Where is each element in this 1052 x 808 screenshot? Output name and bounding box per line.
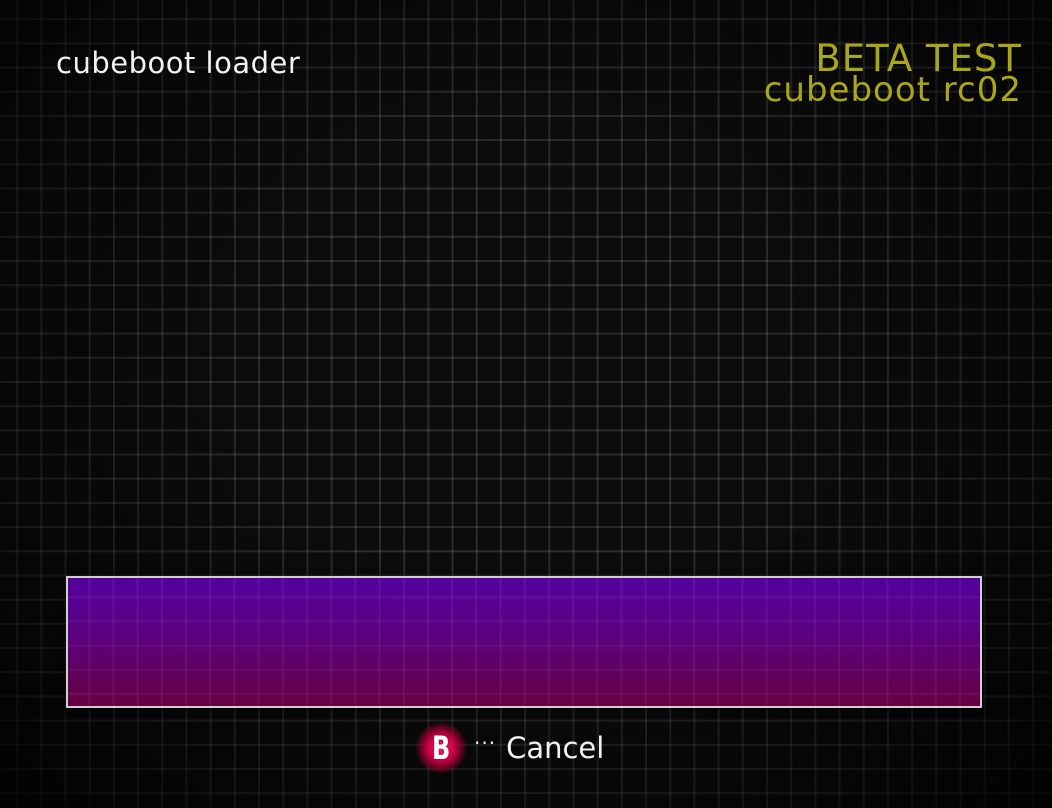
cancel-label: Cancel	[506, 731, 605, 765]
beta-badge: BETA TEST cubeboot rc02	[764, 40, 1022, 107]
b-button-glyph: B	[431, 729, 451, 767]
cancel-prompt[interactable]: B ··· Cancel	[416, 722, 604, 774]
b-button-icon[interactable]: B	[416, 723, 466, 773]
app-title: cubeboot loader	[56, 46, 301, 80]
message-panel	[66, 576, 982, 708]
version-label: cubeboot rc02	[763, 70, 1022, 110]
prompt-separator: ···	[474, 731, 497, 755]
beta-label: BETA TEST	[815, 37, 1022, 80]
